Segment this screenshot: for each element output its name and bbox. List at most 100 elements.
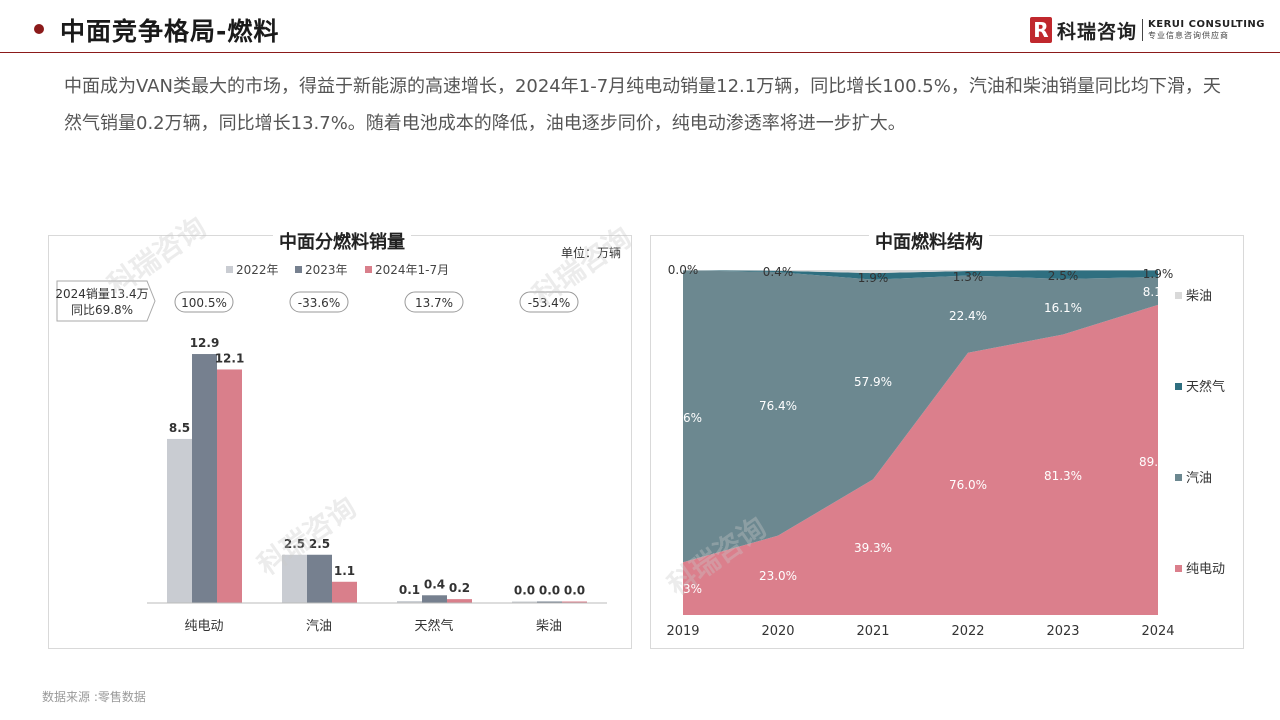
bar <box>397 601 422 603</box>
legend-label: 汽油 <box>1186 471 1212 486</box>
growth-badge <box>174 291 234 313</box>
area-series <box>683 270 1158 563</box>
legend-label: 纯电动 <box>1186 562 1225 577</box>
legend-swatch <box>1175 383 1182 390</box>
bar <box>537 601 562 603</box>
bar-value-label: 0.0 <box>514 584 535 598</box>
header-divider <box>0 52 1280 53</box>
bar-chart-panel: 中面分燃料销量 单位：万辆 2022年 2023年 2024年1-7月 2024销量13… <box>48 228 632 649</box>
x-tick-label: 2020 <box>761 624 794 639</box>
bar-value-label: 2.5 <box>284 537 305 551</box>
x-tick-label: 2022 <box>951 624 984 639</box>
bar <box>562 601 587 603</box>
growth-badge-label: -53.4% <box>528 296 570 310</box>
growth-badge <box>289 291 349 313</box>
x-tick-label: 2024 <box>1141 624 1174 639</box>
growth-badge-label: -33.6% <box>298 296 340 310</box>
legend-label: 2024年1-7月 <box>375 263 449 277</box>
area-data-label: 57.9% <box>854 375 892 389</box>
area-series <box>683 270 1158 274</box>
bar-chart-title: 中面分燃料销量 <box>273 228 411 254</box>
x-tick-label: 2021 <box>856 624 889 639</box>
bar-value-label: 0.2 <box>449 581 470 595</box>
bar-chart: 单位：万辆 2022年 2023年 2024年1-7月 2024销量13.4万同比69.… <box>55 245 621 634</box>
area-data-label: 76.0% <box>949 478 987 492</box>
callout-box <box>56 280 156 322</box>
legend-swatch <box>226 266 233 273</box>
callout-line: 同比69.8% <box>71 303 133 317</box>
bar <box>447 599 472 603</box>
bar-value-label: 8.5 <box>169 421 190 435</box>
x-tick-label: 2023 <box>1046 624 1079 639</box>
area-data-label: 0.0% <box>668 263 699 277</box>
bar-value-label: 2.5 <box>309 537 330 551</box>
area-data-label: 1.9% <box>1143 267 1174 281</box>
area-data-label: 89.9% <box>1139 455 1177 469</box>
summary-paragraph: 中面成为VAN类最大的市场，得益于新能源的高速增长，2024年1-7月纯电动销量… <box>64 76 1221 134</box>
growth-badge-label: 13.7% <box>415 296 453 310</box>
bar <box>422 595 447 603</box>
area-series <box>683 270 1158 280</box>
bar <box>332 581 357 603</box>
area-data-label: 15.3% <box>664 582 702 596</box>
bar <box>192 354 217 603</box>
area-series <box>683 304 1158 615</box>
callout-line: 2024销量13.4万 <box>55 287 148 301</box>
logo-english-name: KERUI CONSULTING <box>1148 19 1265 30</box>
growth-badge <box>404 291 464 313</box>
legend-label: 天然气 <box>1186 379 1225 395</box>
bar <box>282 554 307 603</box>
x-tick-label: 2019 <box>666 624 699 639</box>
legend-swatch <box>295 266 302 273</box>
bar-value-label: 0.1 <box>399 583 420 597</box>
area-data-label: 84.6% <box>664 411 702 425</box>
area-data-label: 16.1% <box>1044 301 1082 315</box>
area-data-label: 23.0% <box>759 569 797 583</box>
bar-value-label: 0.4 <box>424 577 445 591</box>
area-data-label: 1.9% <box>858 271 889 285</box>
brand-logo: R 科瑞咨询 KERUI CONSULTING 专业信息咨询供应商 <box>1030 14 1265 46</box>
x-tick-label: 汽油 <box>306 619 332 634</box>
x-tick-label: 纯电动 <box>184 619 223 634</box>
logo-tagline: 专业信息咨询供应商 <box>1148 31 1230 40</box>
legend-label: 柴油 <box>1186 289 1212 304</box>
area-data-label: 1.3% <box>953 270 984 284</box>
area-data-label: 81.3% <box>1044 469 1082 483</box>
legend-label: 2023年 <box>305 263 348 277</box>
area-data-label: 8.1% <box>1143 285 1174 299</box>
growth-badge <box>519 291 579 313</box>
bar-value-label: 0.0 <box>539 584 560 598</box>
area-chart-panel: 中面燃料结构 15.3% 23.0% 39.3% 76.0% 81.3% 89.9% 84.… <box>650 228 1244 649</box>
logo-mark-icon: R <box>1030 17 1052 43</box>
bar-value-label: 12.1 <box>215 351 245 365</box>
x-tick-label: 柴油 <box>536 619 562 634</box>
x-tick-label: 天然气 <box>414 618 453 634</box>
area-data-label: 39.3% <box>854 541 892 555</box>
bar-value-label: 12.9 <box>190 336 220 350</box>
bar-value-label: 1.1 <box>334 564 355 578</box>
bar-value-label: 0.0 <box>564 584 585 598</box>
area-data-label: 2.5% <box>1048 269 1079 283</box>
logo-chinese-name: 科瑞咨询 <box>1057 20 1138 43</box>
area-data-label: 22.4% <box>949 309 987 323</box>
area-data-label: 0.4% <box>763 265 794 279</box>
legend-swatch <box>1175 474 1182 481</box>
legend-swatch <box>365 266 372 273</box>
data-source-note: 数据来源 :零售数据 <box>42 690 146 704</box>
legend-swatch <box>1175 292 1182 299</box>
legend-swatch <box>1175 565 1182 572</box>
area-chart-title: 中面燃料结构 <box>869 228 989 254</box>
bar <box>217 369 242 603</box>
title-bullet <box>34 24 44 34</box>
unit-label: 单位：万辆 <box>561 245 621 260</box>
area-chart: 15.3% 23.0% 39.3% 76.0% 81.3% 89.9% 84.6% 76.4%… <box>664 263 1225 639</box>
bar <box>307 554 332 603</box>
bar <box>512 601 537 603</box>
growth-badge-label: 100.5% <box>181 296 227 310</box>
area-data-label: 76.4% <box>759 399 797 413</box>
logo-separator <box>1142 19 1144 41</box>
logo-english-block: KERUI CONSULTING 专业信息咨询供应商 <box>1148 19 1265 41</box>
bar <box>167 438 192 603</box>
page-title: 中面竞争格局-燃料 <box>60 17 280 46</box>
legend-label: 2022年 <box>236 263 279 277</box>
